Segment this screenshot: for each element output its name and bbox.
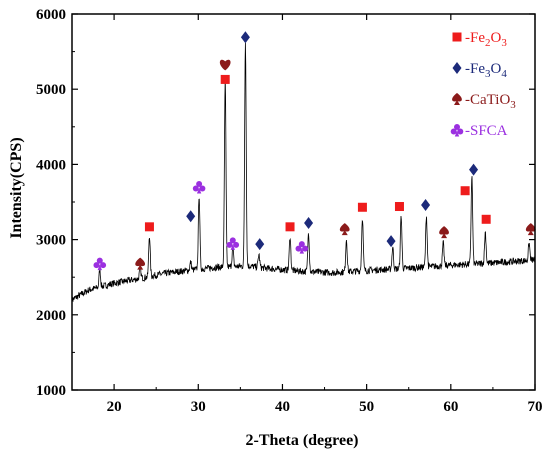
legend-label-part: 3	[485, 68, 491, 80]
xrd-pattern-line	[71, 42, 536, 304]
x-tick-label: 70	[528, 399, 543, 415]
x-tick-label: 60	[443, 399, 458, 415]
x-axis-title: 2-Theta (degree)	[246, 432, 359, 449]
legend-label-2: -CaTiO3	[465, 92, 516, 111]
legend: -Fe2O3-Fe3O4-CaTiO3-SFCA	[450, 30, 516, 139]
legend-label-0: -Fe2O3	[465, 30, 507, 49]
marker-diamond-0	[186, 210, 196, 223]
legend-marker-square	[452, 32, 462, 42]
marker-club-3	[295, 241, 309, 254]
marker-diamond-4	[386, 235, 396, 248]
y-tick-label: 3000	[36, 233, 66, 249]
marker-diamond-3	[304, 217, 314, 230]
y-tick-label: 2000	[36, 308, 66, 324]
legend-label-part: 3	[510, 99, 516, 111]
y-axis-title: Intensity(CPS)	[8, 137, 25, 238]
y-tick-label: 5000	[36, 82, 66, 98]
legend-label-part: -CaTiO	[465, 92, 510, 108]
marker-spade-4	[525, 223, 536, 236]
legend-label-part: 2	[485, 37, 491, 49]
y-tick-label: 4000	[36, 157, 66, 173]
marker-diamond-5	[421, 199, 431, 212]
marker-spade-0	[135, 257, 146, 270]
marker-square-0	[144, 222, 154, 232]
legend-label-part: -Fe	[465, 61, 485, 77]
legend-label-part: O	[491, 61, 502, 77]
legend-label-3: -SFCA	[465, 123, 508, 139]
marker-square-6	[481, 214, 491, 224]
marker-diamond-6	[469, 163, 479, 176]
x-tick-label: 50	[359, 399, 374, 415]
legend-label-part: -SFCA	[465, 123, 508, 139]
marker-club-0	[93, 257, 107, 271]
marker-club-2	[226, 237, 240, 250]
marker-square-5	[460, 186, 470, 196]
marker-diamond-2	[255, 238, 265, 251]
legend-label-part: 3	[501, 37, 507, 49]
phase-markers	[93, 31, 536, 271]
marker-club-1	[192, 180, 206, 194]
axes: 20 30 40 50 60 70 1000 2000 3000 4000 5000 6000	[36, 7, 543, 415]
marker-diamond-1	[240, 31, 250, 44]
y-tick-label: 1000	[36, 383, 66, 399]
marker-spade-3	[439, 226, 449, 239]
marker-spade-1	[219, 59, 231, 71]
legend-label-part: O	[491, 30, 502, 46]
legend-marker-club	[450, 124, 464, 137]
x-tick-label: 30	[191, 399, 206, 415]
legend-label-part: -Fe	[465, 30, 485, 46]
marker-square-1	[220, 74, 230, 84]
plot-area	[71, 42, 536, 304]
marker-square-4	[394, 202, 404, 212]
marker-square-2	[285, 222, 295, 232]
y-tick-label: 6000	[36, 7, 66, 23]
legend-label-1: -Fe3O4	[465, 61, 507, 80]
legend-marker-diamond	[452, 62, 462, 74]
legend-label-part: 4	[501, 68, 507, 80]
x-tick-label: 20	[107, 399, 122, 415]
marker-spade-2	[339, 223, 350, 236]
marker-square-3	[357, 202, 367, 212]
legend-marker-spade	[452, 93, 462, 105]
x-tick-label: 40	[275, 399, 290, 415]
